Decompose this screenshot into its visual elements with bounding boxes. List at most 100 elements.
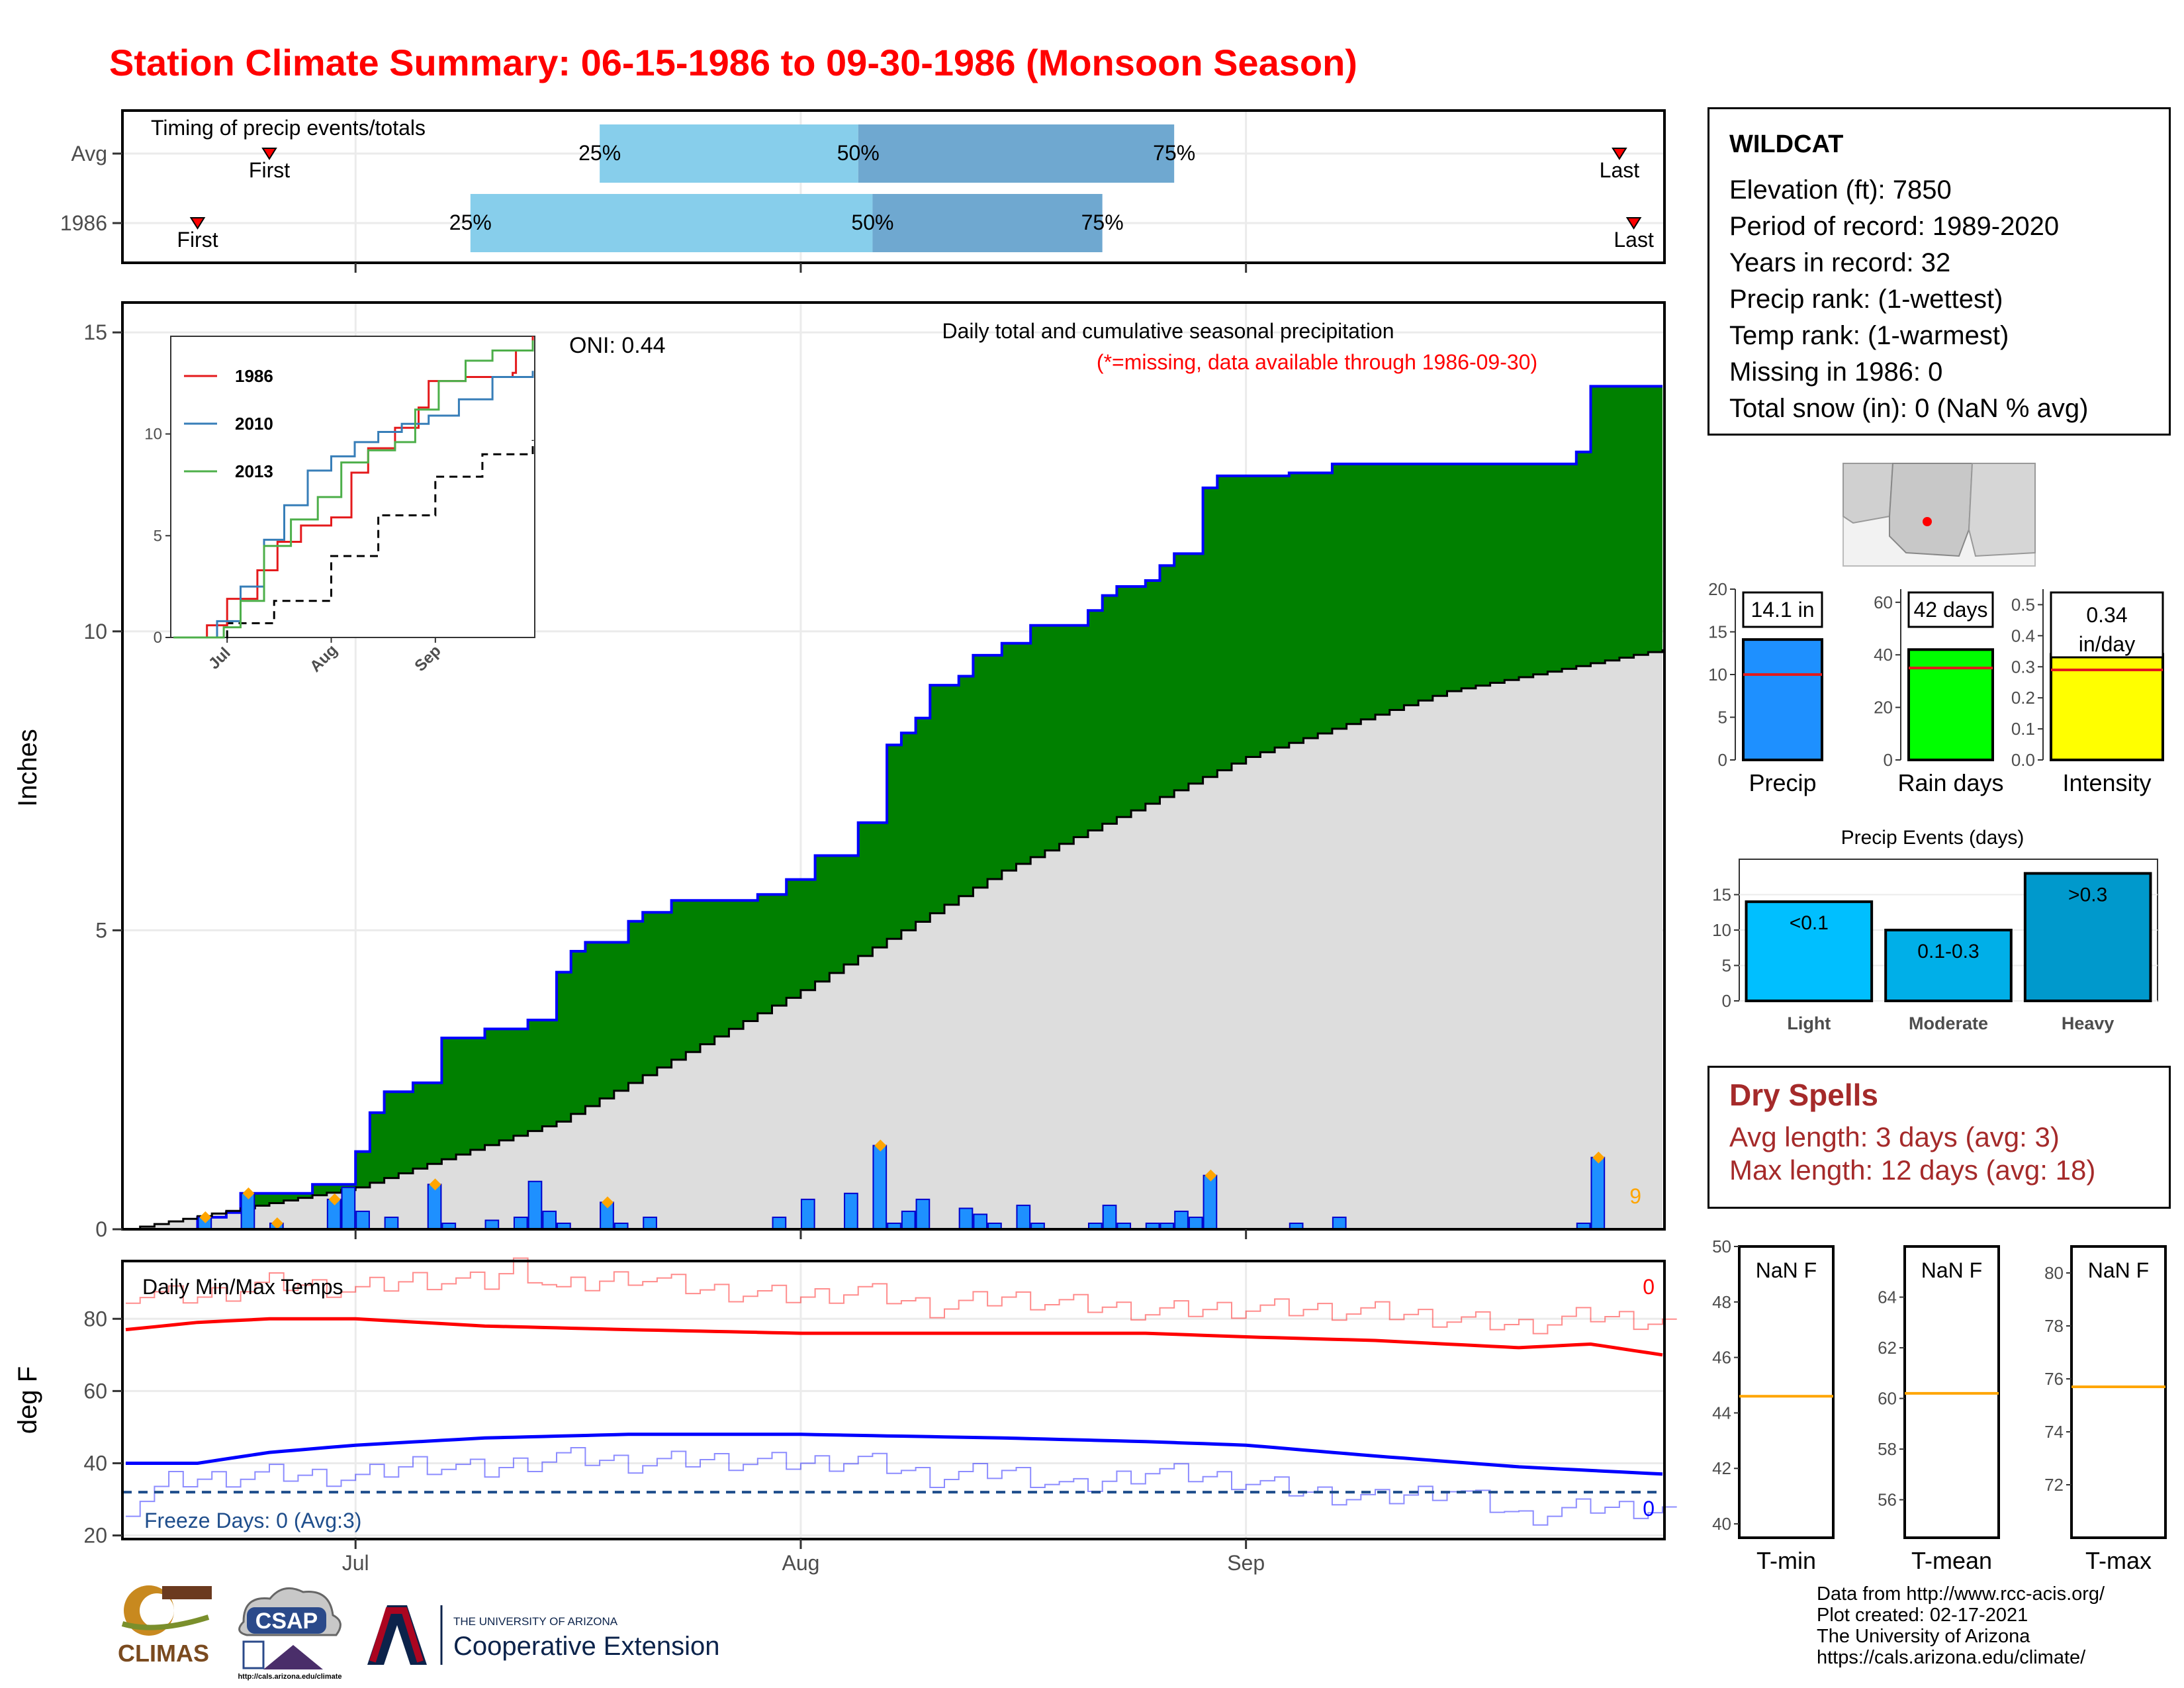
climas-logo-text: CLIMAS	[118, 1640, 209, 1667]
temp-summary-t-mean: 56 58 60 62 64 NaN F T-mean	[1878, 1245, 2000, 1574]
temp-summary-value: NaN F	[1756, 1258, 1817, 1282]
temp-summary-ytick-label: 44	[1712, 1403, 1731, 1423]
timing-first-marker-label: First	[249, 158, 290, 182]
temp-panel: 20 40 60 80 Daily Min/Max Temps 0 0 Freeze …	[13, 263, 1677, 1575]
summary-ytick-label: 0	[1718, 750, 1727, 770]
timing-title: Timing of precip events/totals	[151, 116, 426, 140]
summary-ytick-label: 60	[1874, 592, 1893, 612]
station-elevation: Elevation (ft): 7850	[1729, 175, 1952, 205]
events-bar	[1884, 929, 2013, 1002]
summary-ytick-label: 0.4	[2011, 626, 2035, 645]
temp-summary-ytick-label: 76	[2044, 1369, 2064, 1389]
dry-spells-box: Dry Spells Avg length: 3 days (avg: 3) M…	[1707, 1066, 2171, 1209]
precip-ylabel: Inches	[13, 729, 42, 807]
timing-first-marker-label: First	[177, 228, 218, 252]
dry-spells-title: Dry Spells	[1729, 1078, 1878, 1112]
inset-ytick-label: 0	[154, 629, 162, 647]
daily-precip-marker	[601, 1196, 614, 1209]
summary-label: Intensity	[2062, 769, 2151, 796]
summary-ytick-label: 40	[1874, 645, 1893, 665]
daily-precip-bar	[527, 1180, 543, 1231]
daily-precip-bar	[1174, 1210, 1189, 1230]
timing-pct-label: 50%	[851, 211, 893, 234]
temp-max-count: 0	[1643, 1275, 1655, 1299]
daily-precip-bar	[240, 1192, 255, 1230]
temp-summary-label: T-mean	[1911, 1547, 1992, 1574]
summary-ytick-label: 5	[1718, 708, 1727, 727]
station-missing: Missing in 1986: 0	[1729, 357, 1943, 387]
freeze-days-label: Freeze Days: 0 (Avg:3)	[144, 1509, 361, 1532]
station-temp-rank: Temp rank: (1-warmest)	[1729, 321, 2009, 350]
summary-chart-intensity: 0.0 0.1 0.2 0.3 0.4 0.5 0.34 in/day Intensity	[2011, 589, 2164, 796]
dry-spells-max: Max length: 12 days (avg: 18)	[1729, 1154, 2096, 1186]
temp-summary-box	[2070, 1245, 2167, 1539]
events-category-label: Heavy	[2062, 1013, 2115, 1033]
credits: Data from http://www.rcc-acis.org/ Plot …	[1817, 1583, 2105, 1668]
timing-first-marker	[261, 148, 277, 160]
timing-first-marker	[189, 217, 206, 230]
temp-summary-ytick-label: 78	[2044, 1316, 2064, 1336]
station-period: Period of record: 1989-2020	[1729, 212, 2060, 241]
temp-summary-ytick-label: 42	[1712, 1458, 1731, 1478]
temp-summary-t-max: 72 74 76 78 80 NaN F T-max	[2044, 1245, 2167, 1574]
temp-summary-box	[1738, 1245, 1835, 1539]
daily-precip-bar	[1016, 1204, 1031, 1231]
inset-legend-label: 2010	[235, 414, 273, 434]
timing-last-marker	[1625, 217, 1642, 230]
daily-max-temp-line	[126, 1257, 1677, 1335]
summary-ytick-label: 15	[1708, 622, 1727, 642]
summary-ytick-label: 20	[1874, 698, 1893, 718]
summary-label: Precip	[1749, 769, 1816, 796]
summary-value-text: 42 days	[1913, 598, 1987, 622]
temp-summary-ytick-label: 62	[1878, 1338, 1897, 1358]
temp-ytick-label: 60	[83, 1379, 107, 1403]
daily-precip-marker	[271, 1217, 283, 1229]
events-category-label: Moderate	[1909, 1013, 1988, 1033]
summary-ytick-label: 10	[1708, 665, 1727, 684]
temp-summary-ytick-label: 64	[1878, 1288, 1897, 1307]
temp-summary-ytick-label: 50	[1712, 1237, 1731, 1256]
month-xtick-label: Aug	[782, 1551, 819, 1575]
precip-ytick-label: 15	[83, 320, 107, 344]
events-bar-label: 0.1-0.3	[1917, 941, 1979, 962]
inset-legend-label: 2013	[235, 461, 273, 481]
summary-ytick-label: 0.1	[2011, 719, 2035, 739]
credits-data-source: Data from http://www.rcc-acis.org/	[1817, 1583, 2105, 1605]
precip-note-title: Daily total and cumulative seasonal prec…	[942, 319, 1394, 343]
temp-summary-ytick-label: 46	[1712, 1348, 1731, 1368]
precip-ytick-label: 10	[83, 620, 107, 643]
inset-legend-label: 1986	[235, 366, 273, 386]
summary-value-box	[1907, 591, 1994, 628]
timing-row-label-avg: Avg	[71, 142, 107, 165]
inset-average-line	[173, 440, 534, 639]
daily-precip-bar	[1203, 1174, 1218, 1231]
daily-precip-bar	[901, 1210, 916, 1230]
daily-precip-bar	[427, 1184, 442, 1230]
summary-value-text: 14.1 in	[1751, 598, 1814, 622]
daily-precip-bar	[513, 1216, 528, 1230]
summary-value-box	[2050, 591, 2164, 659]
timing-row-label-year: 1986	[60, 211, 107, 235]
events-ytick-label: 5	[1722, 956, 1731, 976]
summary-chart-precip: 0 5 10 15 20 14.1 in Precip	[1708, 579, 1823, 796]
daily-precip-bar	[341, 1186, 356, 1230]
precip-count-label: 9	[1629, 1184, 1641, 1208]
events-ytick-label: 0	[1722, 991, 1731, 1011]
temp-summary-ytick-label: 74	[2044, 1422, 2064, 1442]
daily-precip-marker	[429, 1178, 441, 1191]
daily-precip-marker	[199, 1211, 212, 1223]
station-info-box: WILDCAT Elevation (ft): 7850 Period of r…	[1707, 107, 2171, 436]
daily-precip-bar	[800, 1198, 815, 1231]
events-ytick-label: 15	[1712, 885, 1731, 905]
events-bar-label: >0.3	[2068, 884, 2107, 906]
summary-value-bar	[1742, 638, 1823, 761]
temp-summary-ytick-label: 60	[1878, 1389, 1897, 1409]
station-precip-rank: Precip rank: (1-wettest)	[1729, 285, 2003, 314]
inset-series-line-2010	[173, 371, 534, 639]
timing-bar-25-50	[470, 194, 873, 252]
station-years: Years in record: 32	[1729, 248, 1951, 277]
events-category-label: Light	[1787, 1013, 1831, 1033]
daily-precip-bar	[973, 1213, 988, 1230]
